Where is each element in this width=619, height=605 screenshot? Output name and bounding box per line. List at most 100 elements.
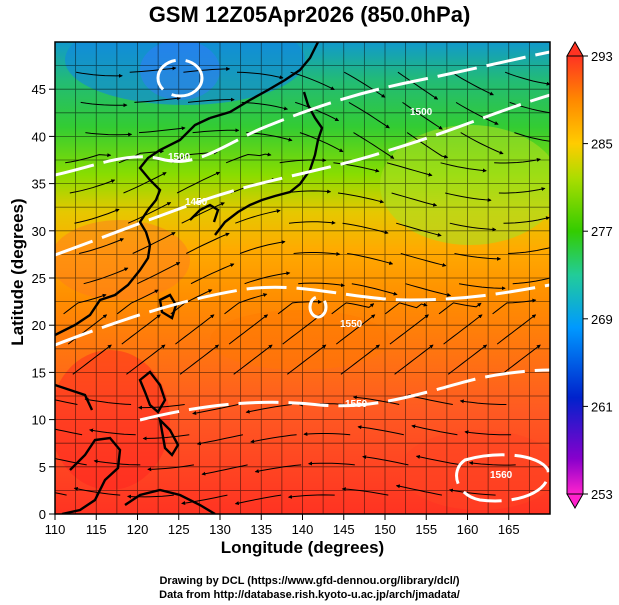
streamline: [55, 428, 83, 436]
streamline: [288, 220, 336, 225]
streamline: [298, 282, 345, 288]
streamline: [196, 434, 244, 446]
streamline: [239, 240, 286, 254]
streamline: [512, 277, 550, 285]
streamline: [508, 247, 550, 254]
streamline: [503, 216, 550, 224]
x-tick-label: 115: [86, 522, 107, 537]
streamline: [279, 158, 327, 164]
y-tick-label: 15: [32, 365, 46, 380]
colorbar-scale: [566, 55, 584, 495]
streamline: [335, 314, 376, 345]
streamline: [134, 96, 182, 103]
streamline: [402, 101, 443, 130]
streamline: [451, 71, 494, 96]
streamline: [254, 464, 302, 474]
height-contours: [55, 50, 550, 503]
y-axis: 0 5 10 15 20 25 30 35 40 45: [32, 82, 55, 522]
streamline: [142, 434, 190, 441]
streamline: [176, 171, 221, 194]
contour-label: 1550: [345, 399, 368, 410]
streamline: [190, 263, 235, 285]
x-tick-label: 125: [168, 522, 190, 537]
streamline: [443, 314, 483, 345]
streamline: [352, 395, 400, 405]
streamline: [293, 251, 341, 256]
credit-dcl: Drawing by DCL (https://www.gfd-dennou.o…: [159, 575, 460, 587]
streamline: [448, 488, 496, 496]
streamline: [331, 302, 375, 315]
contour-label: 1500: [168, 152, 191, 163]
streamline: [468, 461, 516, 466]
y-tick-label: 0: [39, 507, 46, 522]
streamline: [55, 492, 67, 496]
y-tick-label: 40: [32, 129, 46, 144]
streamline: [228, 314, 269, 345]
streamline: [85, 132, 133, 137]
streamline: [445, 192, 492, 202]
chart-title: GSM 12Z05Apr2026 (850.0hPa): [148, 2, 471, 27]
streamline: [65, 153, 112, 164]
y-tick-label: 30: [32, 224, 46, 239]
streamline: [235, 209, 281, 224]
streamline: [415, 454, 463, 466]
streamline: [181, 202, 225, 224]
colorbar-bottom-arrow: [566, 493, 584, 510]
streamline: [127, 202, 172, 224]
streamline: [121, 314, 161, 345]
streamline: [224, 293, 268, 315]
x-tick-label: 140: [292, 522, 314, 537]
streamline: [236, 71, 284, 80]
colorbar-top-arrow: [566, 40, 584, 57]
contour-label: 1550: [340, 319, 363, 330]
streamline: [287, 494, 335, 499]
streamline: [459, 399, 507, 405]
streamline: [175, 314, 215, 345]
streamline: [343, 71, 386, 98]
streamline: [501, 344, 541, 375]
contour-label-group: 1500 1450 1550 1500 1550 1560: [168, 107, 513, 481]
streamline: [494, 157, 541, 164]
streamline: [74, 208, 120, 224]
streamline: [459, 283, 506, 291]
streamline: [282, 314, 322, 345]
streamline: [55, 399, 78, 405]
x-tick-label: 150: [374, 522, 396, 537]
streamline: [351, 283, 398, 296]
coastlines: [55, 42, 324, 514]
streamline: [201, 464, 248, 476]
contour-label: 1560: [490, 470, 513, 481]
streamline: [126, 344, 166, 375]
streamline: [440, 162, 487, 173]
streamline: [347, 253, 394, 265]
streamline: [460, 132, 504, 155]
streamline: [244, 271, 291, 285]
streamline: [340, 344, 380, 375]
streamline: [394, 344, 434, 375]
streamline: [78, 238, 125, 254]
streamline: [464, 430, 512, 436]
y-tick-label: 20: [32, 318, 46, 333]
x-tick-label: 120: [127, 522, 149, 537]
streamline: [241, 101, 289, 111]
x-tick-label: 110: [45, 522, 66, 537]
streamline: [181, 494, 228, 506]
streamline: [116, 289, 159, 315]
streamline: [362, 455, 409, 466]
streamline: [384, 302, 428, 315]
streamline: [89, 428, 136, 436]
streamline: [341, 487, 389, 496]
y-tick-label: 45: [32, 82, 46, 97]
streamline: [303, 432, 351, 437]
streamline: [447, 344, 488, 375]
streamline: [353, 132, 395, 159]
streamline: [286, 344, 327, 375]
streamline: [277, 299, 322, 315]
streamline: [397, 71, 439, 100]
colorbar: 253 261 269 277 285 293: [566, 40, 613, 510]
y-axis-label: Latitude (degrees): [8, 198, 27, 346]
colorbar-label: 269: [591, 312, 613, 327]
streamline: [73, 486, 121, 496]
wind-streamlines: [55, 66, 550, 506]
